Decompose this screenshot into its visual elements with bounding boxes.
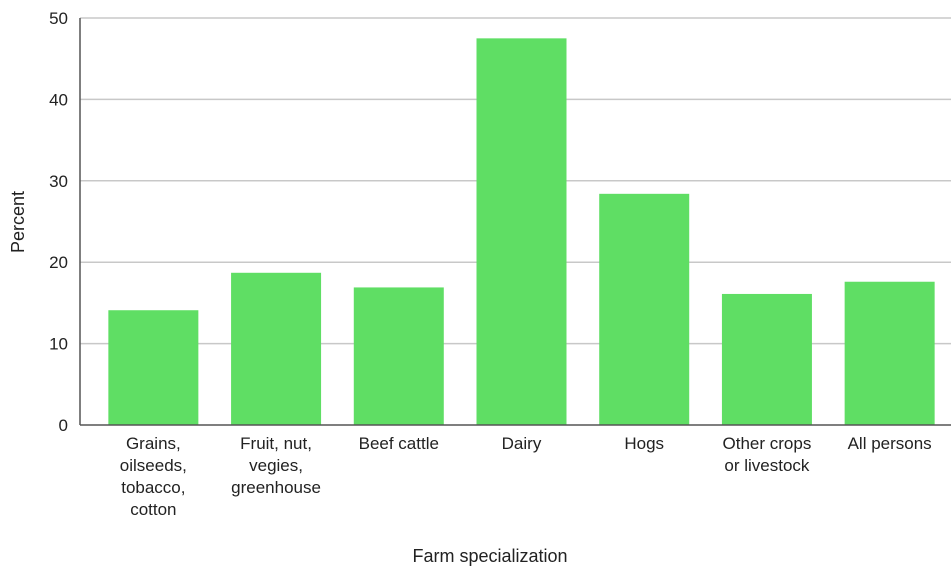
x-category-label: Grains, oilseeds, tobacco, cotton bbox=[120, 434, 187, 519]
y-tick-label: 0 bbox=[59, 416, 68, 435]
x-category-label: All persons bbox=[848, 434, 932, 453]
y-axis-title: Percent bbox=[8, 191, 28, 253]
bar bbox=[721, 293, 812, 425]
bar bbox=[108, 310, 199, 425]
y-tick-label: 10 bbox=[49, 335, 68, 354]
bar bbox=[476, 38, 567, 425]
bars bbox=[108, 38, 935, 425]
x-category-labels: Grains, oilseeds, tobacco, cotton Fruit, nut… bbox=[120, 434, 932, 519]
x-category-label: Other crops or livestock bbox=[723, 434, 812, 475]
x-category-label: Hogs bbox=[624, 434, 664, 453]
bar bbox=[844, 281, 935, 425]
y-tick-label: 20 bbox=[49, 253, 68, 272]
axes bbox=[79, 18, 951, 426]
y-tick-label: 30 bbox=[49, 172, 68, 191]
bar bbox=[353, 287, 444, 425]
x-category-label: Beef cattle bbox=[359, 434, 439, 453]
y-tick-label: 40 bbox=[49, 90, 68, 109]
y-tick-label: 50 bbox=[49, 9, 68, 28]
y-tick-labels: 0 10 20 30 40 50 bbox=[49, 9, 68, 435]
x-axis-title: Farm specialization bbox=[412, 546, 567, 566]
bar bbox=[599, 193, 690, 425]
x-category-label: Dairy bbox=[502, 434, 542, 453]
x-category-label: Fruit, nut, vegies, greenhouse bbox=[231, 434, 321, 497]
bar bbox=[231, 272, 322, 425]
